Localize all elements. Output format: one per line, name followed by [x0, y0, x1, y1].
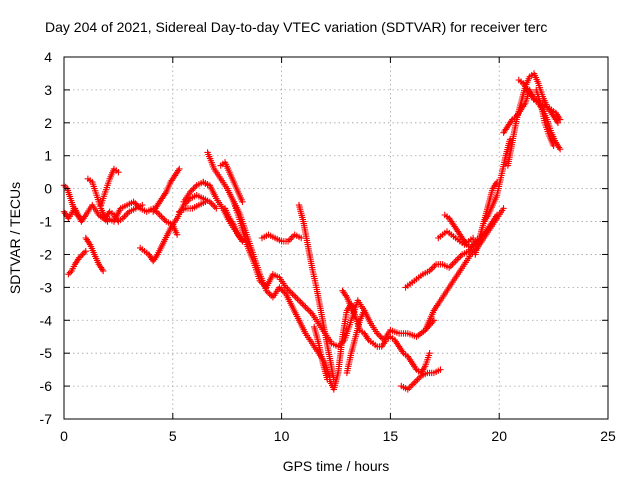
y-tick-label: -3 — [40, 279, 53, 295]
series-16 — [258, 231, 305, 245]
y-tick-label: -4 — [40, 312, 53, 328]
series-26 — [441, 211, 501, 252]
plot-frame — [63, 56, 609, 420]
y-tick-label: 4 — [44, 49, 52, 65]
series-9 — [176, 198, 209, 215]
series-20 — [339, 287, 359, 321]
series-5 — [97, 165, 122, 209]
series-3 — [82, 234, 107, 275]
data-point — [213, 205, 220, 212]
series-32 — [533, 86, 557, 150]
series-2 — [65, 247, 89, 278]
chart-title: Day 204 of 2021, Sidereal Day-to-day VTE… — [45, 19, 547, 35]
series-19 — [326, 300, 433, 393]
data-point — [352, 313, 359, 321]
y-axis-title: SDTVAR / TECUs — [7, 182, 23, 294]
y-tick-label: -6 — [40, 378, 53, 394]
data-point — [556, 145, 564, 153]
series-15 — [230, 198, 333, 380]
series-7 — [137, 192, 220, 265]
data-point — [550, 142, 557, 150]
series-22 — [398, 366, 444, 393]
series-28 — [480, 136, 514, 225]
data-point — [115, 168, 122, 176]
data-point — [426, 349, 433, 357]
data-point — [173, 231, 181, 238]
x-tick-label: 15 — [383, 428, 399, 444]
y-tick-label: -5 — [40, 345, 53, 361]
series-24 — [422, 205, 507, 334]
data-point — [554, 119, 562, 127]
series-21 — [343, 307, 368, 377]
series-trace — [206, 152, 435, 348]
x-tick-label: 25 — [600, 428, 616, 444]
data-point — [99, 267, 107, 275]
axes: 0 5 10 15 20 25 -7 -6 -5 -4 -3 -2 -1 0 1 2 3 4 — [40, 49, 616, 444]
data-point — [469, 234, 477, 242]
data-point — [361, 307, 368, 314]
y-tick-label: 1 — [44, 148, 52, 164]
data-point — [202, 198, 209, 205]
data-point — [239, 198, 246, 205]
series-trace — [139, 194, 217, 262]
series-layer — [60, 70, 564, 393]
data-point — [176, 165, 183, 173]
x-tick-label: 0 — [60, 428, 68, 444]
y-tick-label: 0 — [44, 181, 52, 197]
data-point — [500, 205, 507, 212]
y-tick-label: 2 — [44, 115, 52, 131]
y-tick-label: -2 — [40, 246, 53, 262]
x-tick-label: 20 — [491, 428, 507, 444]
data-point — [77, 215, 84, 222]
y-tick-label: 3 — [44, 82, 52, 98]
y-tick-label: -7 — [40, 411, 53, 427]
x-tick-label: 5 — [169, 428, 177, 444]
series-12 — [204, 149, 438, 350]
x-axis-title: GPS time / hours — [283, 458, 390, 474]
data-point — [437, 366, 444, 373]
series-17 — [295, 201, 338, 383]
x-tick-label: 10 — [274, 428, 290, 444]
series-8 — [150, 165, 183, 215]
data-point — [239, 238, 246, 245]
series-23 — [402, 234, 485, 291]
series-13 — [217, 159, 246, 205]
series-14 — [221, 205, 246, 245]
data-point — [82, 247, 89, 255]
data-point — [493, 211, 501, 219]
y-tick-label: -1 — [40, 214, 53, 230]
